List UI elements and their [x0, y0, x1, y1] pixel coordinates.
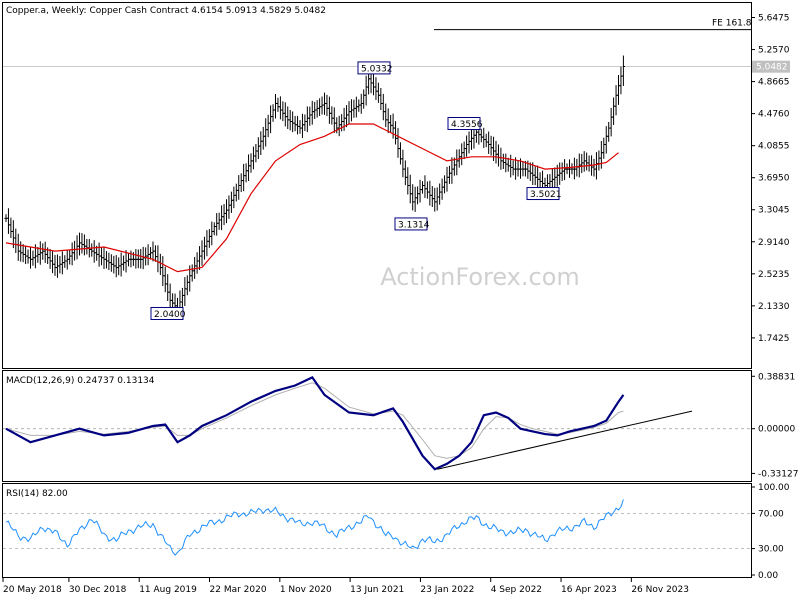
time-tick-label: 22 Mar 2020: [210, 585, 267, 595]
watermark: ActionForex.com: [380, 263, 580, 291]
time-tick-label: 30 Dec 2018: [69, 585, 127, 595]
price-tick-label: 3.3045: [758, 206, 790, 216]
time-tick-label: 4 Sep 2022: [491, 585, 542, 595]
price-tick-label: 2.5235: [758, 270, 790, 280]
price-annotation: 5.0332: [357, 61, 393, 75]
time-tick-label: 13 Jun 2021: [350, 585, 404, 595]
price-annotation-box: [357, 61, 391, 75]
rsi-line: [5, 499, 624, 556]
fe-161-8-label: FE 161.8: [712, 19, 752, 29]
price-annotation-box: [526, 187, 560, 201]
time-tick-label: 16 Apr 2023: [561, 585, 617, 595]
price-bars: [4, 55, 625, 319]
current-price-tag: 5.0482: [752, 60, 790, 73]
price-annotations: 5.0332 4.3556 3.5021 3.1314 2.0400: [150, 61, 562, 320]
price-tick-label: 4.0855: [758, 142, 790, 152]
rsi-tick-label: 30.00: [758, 545, 784, 555]
macd-signal-line: [5, 382, 624, 459]
price-panel-frame: [2, 2, 752, 369]
rsi-panel-frame: [2, 483, 752, 578]
price-tick-label: 5.2570: [758, 46, 790, 56]
price-annotation-label: 2.0400: [154, 310, 186, 320]
time-tick-label: 23 Jan 2022: [420, 585, 474, 595]
macd-line: [5, 376, 625, 471]
macd-tick-label: 0.38831: [758, 372, 795, 382]
price-axis: 5.6475 5.2570 4.8665 4.4760 4.0855 3.6950 3.30…: [751, 14, 790, 344]
price-annotation: 2.0400: [150, 306, 186, 320]
macd-tick-label: -0.33127: [758, 469, 798, 479]
price-annotation-box: [447, 117, 481, 131]
rsi-tick-label: 0.00: [758, 571, 778, 581]
price-tick-label: 4.8665: [758, 78, 790, 88]
price-annotation: 3.1314: [394, 217, 430, 231]
price-annotation-label: 5.0332: [361, 64, 393, 74]
time-tick-label: 11 Aug 2019: [139, 585, 197, 595]
current-price-tag-box: [752, 60, 790, 73]
price-tick-label: 1.7425: [758, 334, 790, 344]
macd-trendline: [437, 410, 693, 470]
current-price-tag-label: 5.0482: [756, 63, 788, 73]
price-annotation-box: [150, 306, 184, 320]
price-annotation: 4.3556: [447, 117, 483, 131]
price-annotation: 3.5021: [526, 187, 562, 201]
rsi-title: RSI(14) 82.00: [6, 489, 68, 499]
price-annotation-label: 4.3556: [451, 120, 483, 130]
macd-panel-frame: [2, 370, 752, 482]
price-tick-label: 2.9140: [758, 238, 790, 248]
rsi-tick-label: 70.00: [758, 509, 784, 519]
price-tick-label: 2.1330: [758, 302, 790, 312]
price-annotation-label: 3.5021: [530, 190, 562, 200]
rsi-tick-label: 100.00: [758, 483, 790, 493]
time-axis: 20 May 2018 30 Dec 2018 11 Aug 2019 22 Mar …: [2, 578, 689, 595]
macd-title: MACD(12,26,9) 0.24737 0.13134: [6, 376, 155, 386]
macd-axis: 0.38831 0.00000 -0.33127: [3, 372, 798, 479]
time-tick-label: 26 Nov 2023: [631, 585, 689, 595]
price-tick-label: 3.6950: [758, 174, 790, 184]
chart-header: Copper.a, Weekly: Copper Cash Contract 4…: [6, 6, 326, 16]
time-tick-label: 1 Nov 2020: [280, 585, 332, 595]
time-tick-label: 20 May 2018: [3, 585, 62, 595]
price-tick-label: 4.4760: [758, 110, 790, 120]
rsi-axis: 100.00 70.00 30.00 0.00: [3, 483, 790, 581]
price-tick-label: 5.6475: [758, 14, 790, 24]
price-annotation-box: [394, 217, 428, 231]
price-annotation-label: 3.1314: [398, 220, 430, 230]
macd-tick-label: 0.00000: [758, 425, 795, 435]
ohlc-bar: [621, 55, 625, 87]
moving-average-line: [5, 123, 619, 273]
